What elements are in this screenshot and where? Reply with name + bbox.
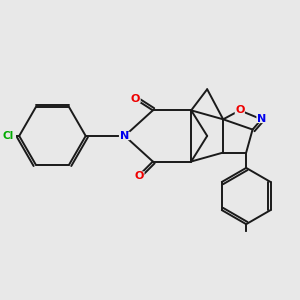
Text: N: N bbox=[120, 131, 129, 141]
Text: Cl: Cl bbox=[2, 131, 13, 141]
Text: N: N bbox=[257, 114, 266, 124]
FancyBboxPatch shape bbox=[0, 130, 16, 142]
Text: O: O bbox=[130, 94, 140, 104]
Text: O: O bbox=[134, 171, 143, 181]
FancyBboxPatch shape bbox=[129, 94, 141, 103]
FancyBboxPatch shape bbox=[133, 171, 145, 180]
FancyBboxPatch shape bbox=[119, 132, 130, 140]
Text: O: O bbox=[235, 105, 244, 116]
FancyBboxPatch shape bbox=[256, 116, 267, 123]
FancyBboxPatch shape bbox=[241, 232, 251, 239]
FancyBboxPatch shape bbox=[235, 106, 245, 114]
